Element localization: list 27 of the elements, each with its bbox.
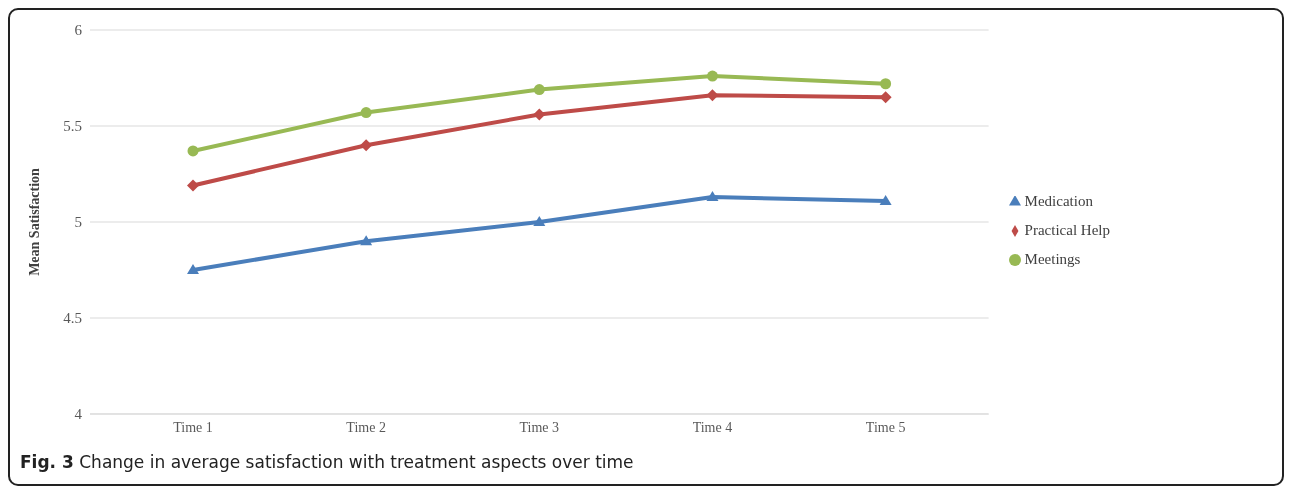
point [880, 78, 892, 90]
point [706, 191, 719, 202]
legend-label: Meetings [1024, 250, 1081, 267]
legend-label: Practical Help [1024, 221, 1110, 238]
y-tick-label: 5 [74, 214, 82, 231]
y-tick-label: 4 [74, 406, 83, 423]
x-tick-label: Time 1 [173, 419, 213, 435]
y-tick-label: 6 [74, 22, 83, 39]
point [187, 264, 199, 274]
point [533, 216, 546, 226]
x-tick-label: Time 4 [692, 419, 733, 435]
point [360, 235, 373, 246]
y-tick-label: 5.5 [63, 118, 82, 135]
x-tick-label: Time 2 [346, 419, 386, 435]
point [706, 70, 718, 82]
legend-label: Medication [1024, 192, 1093, 209]
caption: Fig. 3 Change in average satisfaction with treatment aspects over time [20, 452, 634, 472]
point [533, 84, 545, 96]
y-tick-label: 4.5 [63, 310, 82, 327]
x-tick-label: Time 5 [865, 419, 906, 435]
point [879, 194, 892, 205]
point [360, 139, 373, 152]
y-axis-title: Mean Satisfaction [26, 167, 42, 276]
point [187, 145, 199, 157]
x-tick-label: Time 3 [519, 419, 560, 435]
point [360, 107, 372, 119]
point [187, 179, 199, 192]
